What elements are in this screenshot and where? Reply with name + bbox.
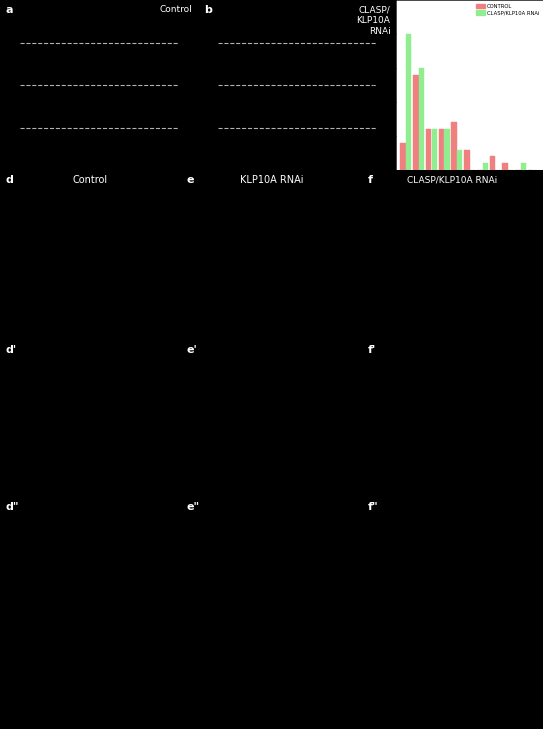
Legend: CONTROL, CLASP/KLP10A RNAi: CONTROL, CLASP/KLP10A RNAi bbox=[475, 3, 540, 17]
Text: Control: Control bbox=[73, 175, 108, 185]
Bar bbox=[502, 163, 508, 170]
Bar bbox=[444, 129, 450, 170]
Text: f': f' bbox=[368, 345, 376, 354]
Text: CLASP/
KLP10A
RNAi: CLASP/ KLP10A RNAi bbox=[357, 5, 390, 36]
Bar bbox=[521, 163, 526, 170]
Bar bbox=[490, 157, 495, 170]
Bar bbox=[400, 143, 406, 170]
Bar bbox=[457, 149, 463, 170]
Bar bbox=[413, 75, 419, 170]
Text: f": f" bbox=[368, 502, 378, 512]
Bar bbox=[464, 149, 470, 170]
Bar bbox=[406, 34, 412, 170]
Text: e': e' bbox=[186, 345, 197, 354]
Y-axis label: # of counts: # of counts bbox=[374, 65, 380, 105]
Bar bbox=[483, 163, 488, 170]
X-axis label: Anaphase kMT minus-end
depolymerization velocity (μm/min): Anaphase kMT minus-end depolymerization … bbox=[413, 184, 526, 195]
Text: f: f bbox=[368, 175, 372, 185]
Text: Control: Control bbox=[160, 5, 192, 14]
Text: CLASP/KLP10A RNAi: CLASP/KLP10A RNAi bbox=[407, 175, 497, 184]
Text: c: c bbox=[364, 0, 372, 6]
Text: e": e" bbox=[186, 502, 200, 512]
Bar bbox=[451, 122, 457, 170]
Text: b: b bbox=[204, 5, 212, 15]
Bar bbox=[432, 129, 437, 170]
Text: d": d" bbox=[5, 502, 19, 512]
Text: KLP10A RNAi: KLP10A RNAi bbox=[240, 175, 303, 185]
Bar bbox=[419, 68, 424, 170]
Bar bbox=[439, 129, 444, 170]
Text: e: e bbox=[186, 175, 194, 185]
Text: d: d bbox=[5, 175, 14, 185]
Text: d': d' bbox=[5, 345, 16, 354]
Text: a: a bbox=[6, 5, 14, 15]
Bar bbox=[426, 129, 431, 170]
